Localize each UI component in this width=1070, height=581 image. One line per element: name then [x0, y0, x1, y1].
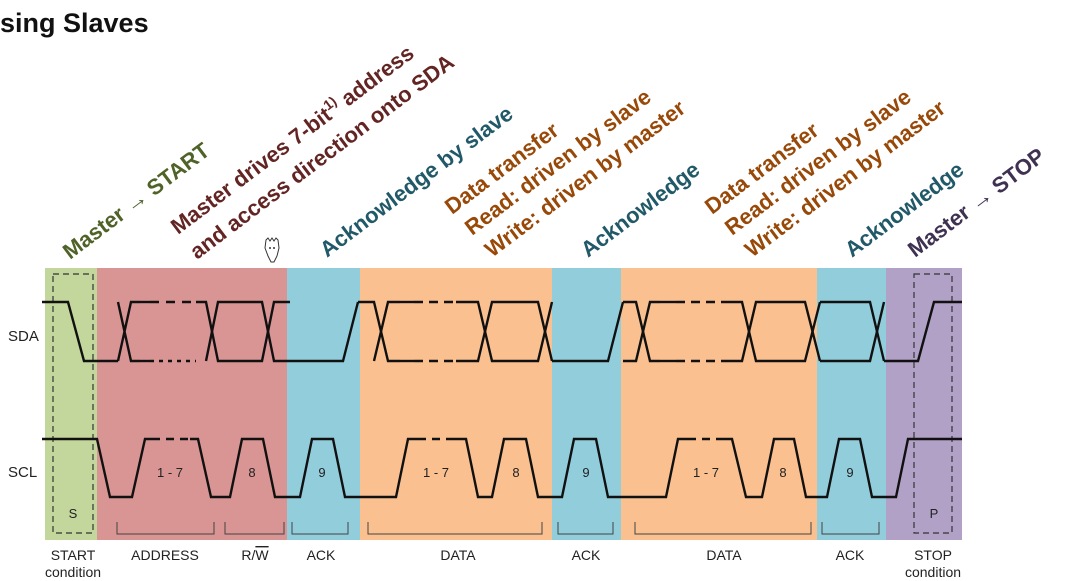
bottom-label-data-1: DATA	[440, 547, 476, 563]
bottom-label-rw: R/W	[241, 547, 269, 563]
pulse-label-data1-bits: 1 - 7	[423, 465, 449, 480]
bottom-label-address: ADDRESS	[131, 547, 199, 563]
bottom-label-start-condition: condition	[45, 564, 101, 580]
annotation-address-line2: and access direction onto SDA	[185, 49, 459, 264]
pulse-label-data2-bits: 1 - 7	[693, 465, 719, 480]
bottom-label-ack-2: ACK	[572, 547, 601, 563]
region-data-1	[360, 268, 552, 540]
pulse-label-data1-bit8: 8	[512, 465, 519, 480]
rw-r: R/	[241, 547, 255, 563]
pulse-label-addr-bits: 1 - 7	[157, 465, 183, 480]
pulse-label-rw-bit: 8	[248, 465, 255, 480]
sda-label: SDA	[8, 328, 39, 345]
bottom-label-start: START	[51, 547, 96, 563]
sda-waveform	[42, 300, 962, 363]
region-ack-3	[817, 268, 886, 540]
pulse-label-ack-3: 9	[846, 465, 853, 480]
pulse-label-ack-1: 9	[318, 465, 325, 480]
start-dashed-box	[52, 273, 94, 534]
stop-dashed-box	[913, 273, 953, 534]
bottom-brackets	[116, 522, 880, 535]
scl-label: SCL	[8, 464, 37, 481]
page-title: sing Slaves	[0, 8, 149, 38]
region-ack-2	[552, 268, 621, 540]
region-address	[97, 268, 287, 540]
pointer-icon	[264, 237, 280, 263]
start-symbol: S	[69, 506, 78, 521]
region-stop	[886, 268, 962, 540]
pulse-label-data2-bit8: 8	[779, 465, 786, 480]
pulse-label-ack-2: 9	[582, 465, 589, 480]
bottom-label-data-2: DATA	[706, 547, 742, 563]
region-data-2	[621, 268, 817, 540]
rw-w-overline: W	[255, 547, 269, 563]
bottom-label-stop-condition: condition	[905, 564, 961, 580]
scl-waveform	[42, 437, 962, 499]
bottom-label-stop: STOP	[914, 547, 952, 563]
bottom-label-ack-1: ACK	[307, 547, 336, 563]
stop-symbol: P	[930, 506, 939, 521]
bottom-label-ack-3: ACK	[836, 547, 865, 563]
region-ack-1	[287, 268, 360, 540]
